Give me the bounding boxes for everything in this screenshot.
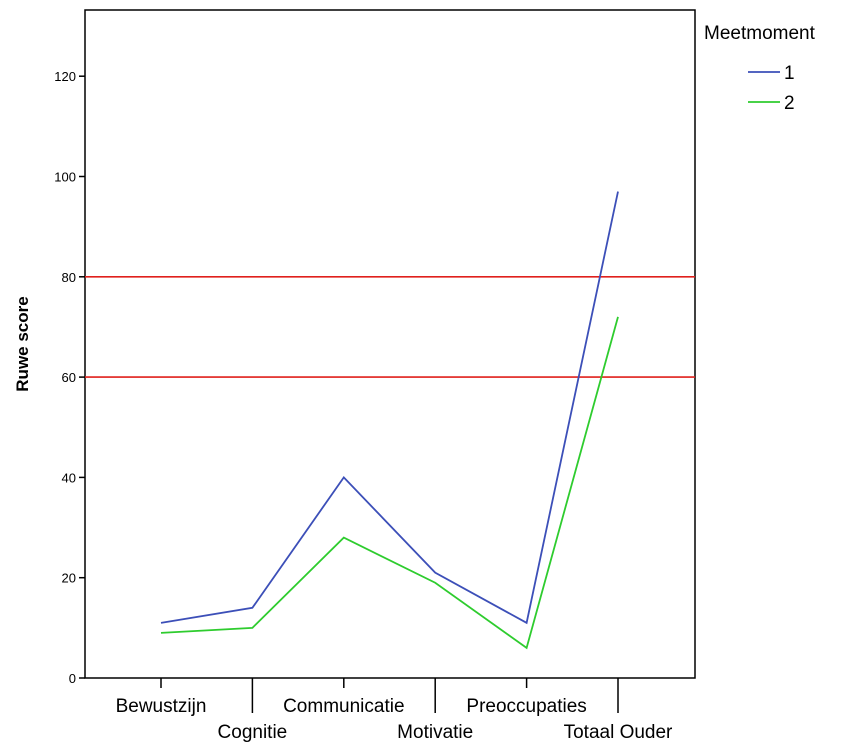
x-tick-label-3: Motivatie bbox=[397, 722, 473, 743]
y-tick-label-80: 80 bbox=[62, 270, 76, 285]
plot-frame bbox=[84, 9, 696, 679]
x-tick-label-2: Communicatie bbox=[283, 696, 404, 717]
x-axis: Bewustzijn Cognitie Communicatie Motivatie P… bbox=[116, 678, 673, 743]
series-lines bbox=[160, 191, 619, 650]
y-tick-label-60: 60 bbox=[62, 370, 76, 385]
y-tick-label-100: 100 bbox=[54, 170, 76, 185]
y-axis-title: Ruwe score bbox=[13, 296, 32, 391]
y-tick-label-0: 0 bbox=[69, 671, 76, 686]
x-tick-label-5: Totaal Ouder bbox=[564, 722, 673, 743]
y-tick-label-20: 20 bbox=[62, 571, 76, 586]
series-line-2 bbox=[160, 316, 619, 650]
legend: Meetmoment 1 2 bbox=[704, 23, 816, 114]
x-tick-label-4: Preoccupaties bbox=[466, 696, 586, 717]
y-tick-label-120: 120 bbox=[54, 69, 76, 84]
x-tick-label-0: Bewustzijn bbox=[116, 696, 207, 717]
legend-label-2: 2 bbox=[784, 93, 795, 114]
x-tick-label-1: Cognitie bbox=[218, 722, 288, 743]
series-line-1 bbox=[160, 191, 619, 625]
y-axis: 0 20 40 60 80 100 120 bbox=[54, 69, 85, 686]
reference-lines bbox=[85, 275, 695, 378]
legend-label-1: 1 bbox=[784, 63, 795, 84]
legend-title: Meetmoment bbox=[704, 23, 816, 44]
y-tick-label-40: 40 bbox=[62, 470, 76, 485]
